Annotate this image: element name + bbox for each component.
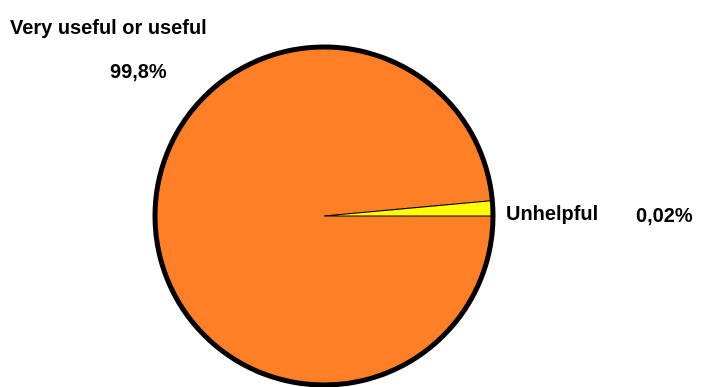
pie-outline [152,44,496,387]
slice-label-very-useful: Very useful or useful [10,17,207,39]
slice-value-very-useful: 99,8% [110,61,167,83]
slice-value-unhelpful: 0,02% [636,205,693,227]
slice-label-unhelpful: Unhelpful [506,203,599,225]
